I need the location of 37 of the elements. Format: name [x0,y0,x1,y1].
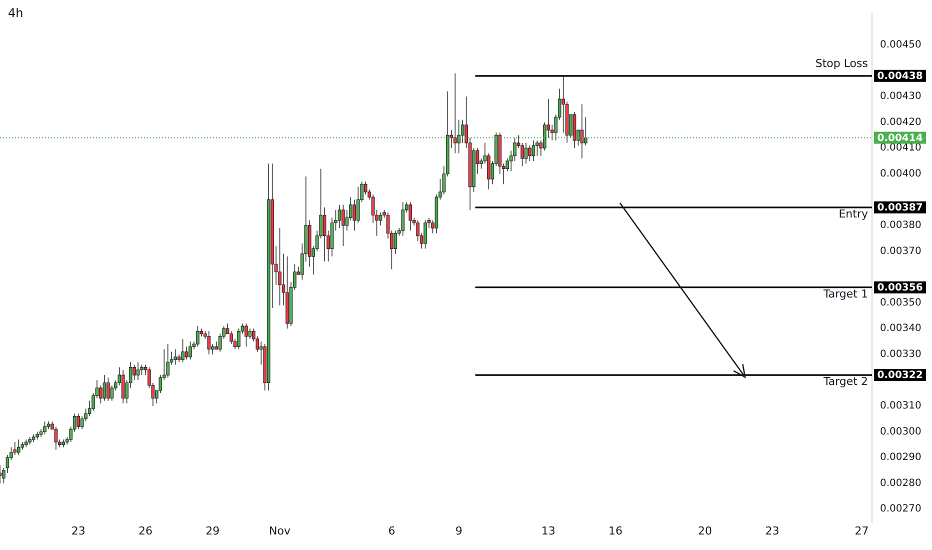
y-tick-label: 0.00280 [880,478,922,489]
ref-line-label: Target 1 [822,287,868,300]
y-tick-label: 0.00290 [880,452,922,464]
y-tick-label: 0.00300 [880,426,922,438]
x-tick-label: 29 [206,524,220,538]
text: 0.00322 [877,370,923,382]
y-tick-label: 0.00310 [880,400,922,412]
chart-title: 4h [8,6,24,20]
y-tick-label: 0.00350 [880,297,922,308]
y-tick-label: 0.00370 [880,246,922,257]
y-tick-label: 0.00340 [880,323,922,334]
ref-line-label: Target 2 [822,375,868,388]
x-tick-label: 16 [608,524,623,538]
ref-line-label: Stop Loss [815,56,868,70]
text: 0.00438 [877,70,923,82]
y-tick-label: 0.00410 [880,142,922,154]
y-tick-label: 0.00420 [880,116,922,128]
text: 0.00356 [877,282,923,294]
x-tick-label: 9 [455,524,462,538]
ref-line-label: Entry [838,207,868,220]
y-tick-label: 0.00450 [880,40,922,51]
x-tick-label: 23 [71,524,86,538]
y-tick-label: 0.00400 [880,168,922,180]
y-tick-label: 0.00380 [880,220,922,232]
x-tick-label: 13 [541,524,556,538]
x-tick-label: 23 [765,524,780,538]
x-tick-label: 27 [854,524,869,538]
y-tick-label: 0.00270 [880,504,922,515]
x-tick-label: 6 [388,524,396,538]
candlestick [181,338,184,363]
y-tick-label: 0.00430 [880,91,922,102]
x-tick-label: Nov [269,524,292,538]
x-tick-label: 20 [698,524,712,538]
text: 0.00414 [877,132,923,144]
text: 0.00387 [877,202,923,214]
x-tick-label: 26 [138,524,152,538]
y-tick-label: 0.00330 [880,348,922,360]
